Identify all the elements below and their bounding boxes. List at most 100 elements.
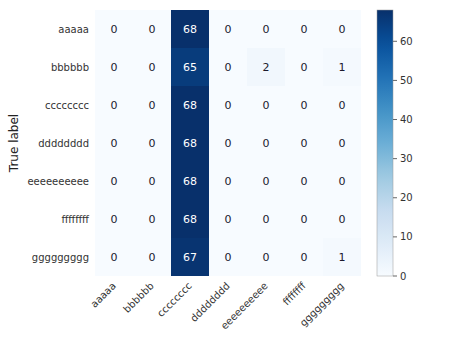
heatmap-cell [95, 124, 133, 162]
y-tick-label: ffffffff [61, 214, 90, 225]
cell-label: 0 [149, 251, 156, 264]
heatmap-cell [323, 162, 361, 200]
cell-label: 0 [263, 23, 270, 36]
heatmap-cell [133, 200, 171, 238]
x-tick-label: eeeeeeeeee [219, 280, 270, 331]
cell-label: 0 [339, 99, 346, 112]
y-tick-label: cccccccc [45, 100, 89, 111]
cell-label: 67 [183, 251, 197, 264]
colorbar-tick [393, 158, 397, 159]
cell-label: 0 [301, 213, 308, 226]
cell-label: 0 [225, 99, 232, 112]
colorbar-tick [393, 197, 397, 198]
cell-labels: 0068000000650201006800000068000000680000… [111, 23, 346, 264]
heatmap-cell [95, 86, 133, 124]
colorbar-tick [393, 41, 397, 42]
colorbar-tick-label: 40 [400, 114, 413, 125]
heatmap-cell [209, 238, 247, 276]
cell-label: 0 [225, 137, 232, 150]
colorbar-tick [393, 80, 397, 81]
colorbar-tick [393, 276, 397, 277]
colorbar-tick-label: 10 [400, 231, 413, 242]
colorbar-tick-label: 50 [400, 75, 413, 86]
heatmap-cell [95, 238, 133, 276]
cell-label: 0 [301, 61, 308, 74]
heatmap-cell [323, 200, 361, 238]
cell-label: 0 [225, 213, 232, 226]
cells [95, 10, 361, 276]
cell-label: 0 [225, 23, 232, 36]
cell-label: 0 [301, 99, 308, 112]
cell-label: 0 [263, 251, 270, 264]
heatmap-cell [133, 124, 171, 162]
cell-label: 0 [149, 23, 156, 36]
cell-label: 0 [339, 213, 346, 226]
heatmap-cell [95, 48, 133, 86]
colorbar-tick [393, 236, 397, 237]
colorbar-tick-label: 60 [400, 36, 413, 47]
heatmap-cell [285, 10, 323, 48]
heatmap-cell [323, 86, 361, 124]
heatmap-cell [247, 200, 285, 238]
heatmap-cell [133, 162, 171, 200]
heatmap-cell [133, 10, 171, 48]
heatmap-cell [285, 200, 323, 238]
heatmap-cell [323, 48, 361, 86]
cell-label: 0 [301, 23, 308, 36]
y-tick-label: dddddddd [38, 138, 89, 149]
heatmap-cell [247, 238, 285, 276]
heatmap-cell [285, 124, 323, 162]
heatmap-cell [209, 86, 247, 124]
cell-label: 0 [263, 99, 270, 112]
cell-label: 68 [183, 137, 197, 150]
heatmap-cell [209, 10, 247, 48]
x-tick-label: ggggggggg [298, 280, 346, 328]
heatmap-cell [323, 10, 361, 48]
cell-label: 0 [225, 251, 232, 264]
cell-label: 0 [263, 137, 270, 150]
cell-label: 2 [263, 61, 270, 74]
colorbar-tick [393, 119, 397, 120]
y-tick-label: bbbbbb [51, 62, 89, 73]
cell-label: 0 [339, 175, 346, 188]
heatmap-cell [133, 238, 171, 276]
heatmap-cell [95, 200, 133, 238]
cell-label: 0 [149, 175, 156, 188]
chart: 0068000000650201006800000068000000680000… [0, 0, 474, 355]
heatmap-cell [95, 10, 133, 48]
heatmap-cell [323, 238, 361, 276]
colorbar-tick-label: 20 [400, 192, 413, 203]
heatmap-cell [285, 238, 323, 276]
x-tick-label: cccccccc [155, 280, 194, 319]
heatmap-cell [285, 86, 323, 124]
cell-label: 0 [111, 137, 118, 150]
cell-label: 0 [111, 23, 118, 36]
heatmap-cell [171, 162, 209, 200]
heatmap-cell [133, 48, 171, 86]
heatmap-cell [171, 124, 209, 162]
cell-label: 0 [301, 137, 308, 150]
heatmap-cell [285, 162, 323, 200]
chart-container: 0068000000650201006800000068000000680000… [0, 0, 474, 355]
cell-label: 0 [111, 61, 118, 74]
cell-label: 0 [111, 213, 118, 226]
cell-label: 0 [149, 61, 156, 74]
heatmap-cell [247, 10, 285, 48]
y-tick-label: aaaaa [58, 24, 89, 35]
heatmap-cell [323, 124, 361, 162]
heatmap-cell [171, 10, 209, 48]
heatmap-cell [171, 200, 209, 238]
cell-label: 65 [183, 61, 197, 74]
heatmap-cell [209, 162, 247, 200]
cell-label: 0 [149, 99, 156, 112]
heatmap-cell [209, 124, 247, 162]
cell-label: 0 [111, 99, 118, 112]
colorbar-tick-label: 0 [400, 271, 406, 282]
heatmap-cell [247, 124, 285, 162]
colorbar-tick-label: 30 [400, 153, 413, 164]
x-tick-label: aaaaa [88, 280, 117, 309]
heatmap-cell [209, 200, 247, 238]
cell-label: 0 [339, 23, 346, 36]
cell-label: 68 [183, 23, 197, 36]
cell-label: 0 [263, 175, 270, 188]
